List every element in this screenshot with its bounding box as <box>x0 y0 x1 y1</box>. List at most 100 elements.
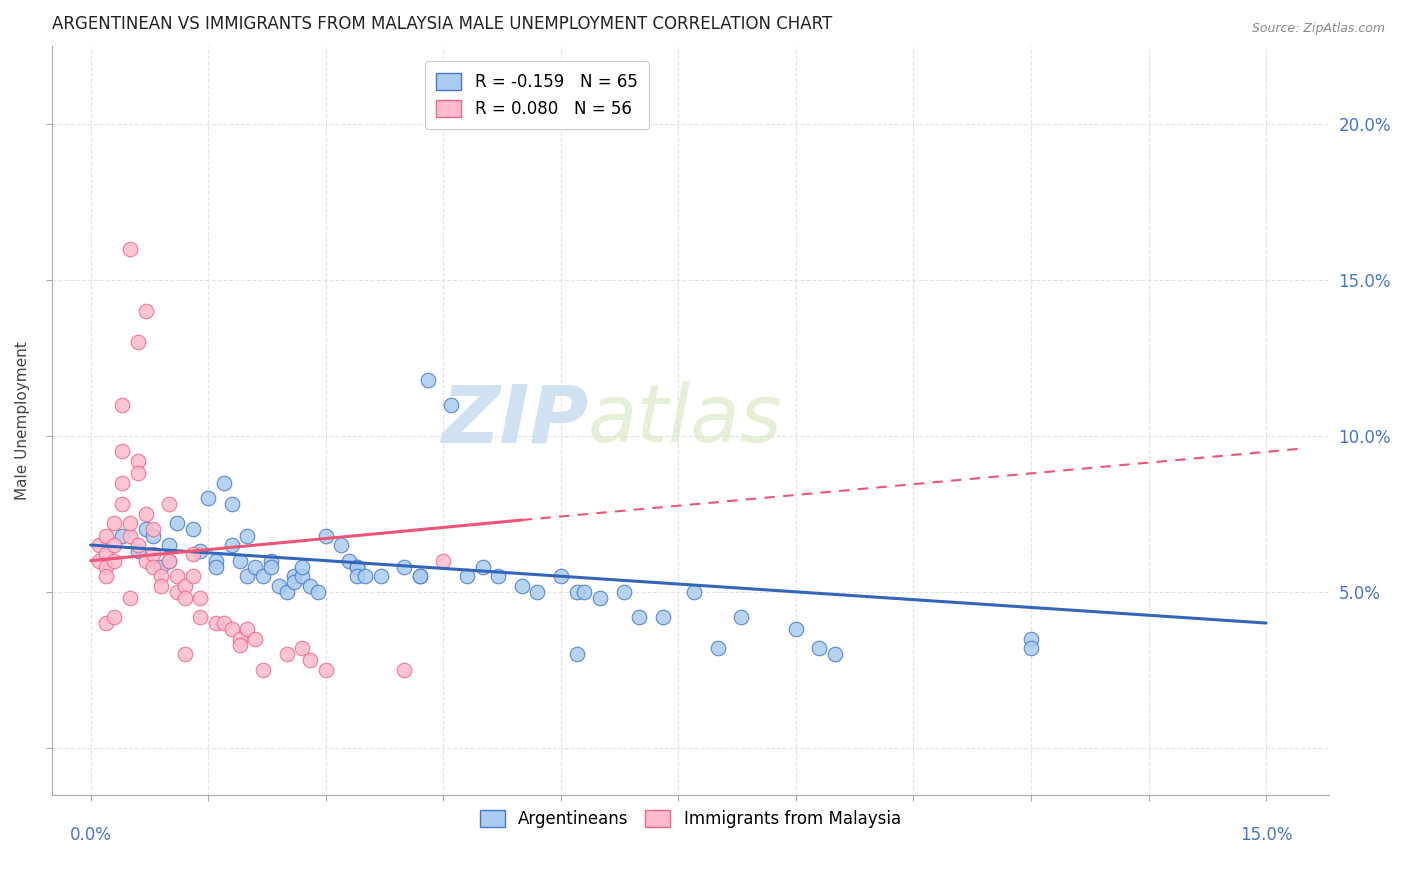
Point <box>103 516 125 531</box>
Point <box>157 538 180 552</box>
Text: 15.0%: 15.0% <box>1240 826 1292 844</box>
Point <box>589 591 612 605</box>
Point <box>574 584 596 599</box>
Point <box>205 615 228 630</box>
Point <box>181 569 204 583</box>
Point <box>456 569 478 583</box>
Point <box>526 584 548 599</box>
Point <box>683 584 706 599</box>
Point <box>135 523 157 537</box>
Point <box>330 538 353 552</box>
Point <box>236 529 259 543</box>
Text: Source: ZipAtlas.com: Source: ZipAtlas.com <box>1251 22 1385 36</box>
Point <box>565 647 588 661</box>
Point <box>111 498 134 512</box>
Point <box>392 663 415 677</box>
Point <box>190 609 212 624</box>
Point <box>111 475 134 490</box>
Legend: Argentineans, Immigrants from Malaysia: Argentineans, Immigrants from Malaysia <box>472 804 907 835</box>
Point <box>96 569 118 583</box>
Point <box>150 560 173 574</box>
Point <box>432 554 454 568</box>
Point <box>1019 632 1042 646</box>
Point <box>103 538 125 552</box>
Point <box>127 454 149 468</box>
Point <box>245 632 267 646</box>
Point <box>337 554 360 568</box>
Point <box>173 578 195 592</box>
Text: 0.0%: 0.0% <box>70 826 111 844</box>
Point <box>118 529 141 543</box>
Point <box>181 523 204 537</box>
Point <box>276 647 298 661</box>
Text: ZIP: ZIP <box>440 381 588 459</box>
Point <box>135 554 157 568</box>
Point <box>228 638 250 652</box>
Point <box>157 498 180 512</box>
Point <box>252 663 274 677</box>
Point <box>87 538 110 552</box>
Point <box>267 578 290 592</box>
Point <box>315 529 337 543</box>
Point <box>236 569 259 583</box>
Point <box>135 304 157 318</box>
Point <box>166 516 188 531</box>
Point <box>307 584 329 599</box>
Point <box>103 554 125 568</box>
Point <box>212 615 235 630</box>
Point <box>166 584 188 599</box>
Point <box>127 335 149 350</box>
Point <box>252 569 274 583</box>
Point <box>96 615 118 630</box>
Point <box>706 640 728 655</box>
Point <box>127 538 149 552</box>
Point <box>260 554 283 568</box>
Point <box>245 560 267 574</box>
Point <box>111 444 134 458</box>
Point <box>190 591 212 605</box>
Point <box>96 560 118 574</box>
Point <box>440 398 463 412</box>
Point <box>565 584 588 599</box>
Point <box>392 560 415 574</box>
Point <box>612 584 634 599</box>
Point <box>354 569 377 583</box>
Point <box>157 554 180 568</box>
Point <box>205 554 228 568</box>
Point <box>111 529 134 543</box>
Point <box>628 609 651 624</box>
Point <box>785 622 807 636</box>
Point <box>409 569 432 583</box>
Point <box>96 529 118 543</box>
Y-axis label: Male Unemployment: Male Unemployment <box>15 341 30 500</box>
Point <box>142 560 165 574</box>
Point <box>127 467 149 481</box>
Point <box>808 640 831 655</box>
Point <box>212 475 235 490</box>
Point <box>87 554 110 568</box>
Point <box>236 622 259 636</box>
Point <box>221 538 243 552</box>
Point <box>150 569 173 583</box>
Point <box>283 569 305 583</box>
Point <box>157 554 180 568</box>
Point <box>409 569 432 583</box>
Point <box>221 622 243 636</box>
Point <box>127 544 149 558</box>
Point <box>173 647 195 661</box>
Point <box>550 569 572 583</box>
Point <box>150 578 173 592</box>
Point <box>205 560 228 574</box>
Point <box>166 569 188 583</box>
Point <box>370 569 392 583</box>
Point <box>197 491 219 506</box>
Point <box>824 647 846 661</box>
Point <box>228 554 250 568</box>
Point <box>118 591 141 605</box>
Point <box>276 584 298 599</box>
Point <box>299 578 322 592</box>
Point <box>190 544 212 558</box>
Point <box>118 516 141 531</box>
Point <box>135 507 157 521</box>
Point <box>181 548 204 562</box>
